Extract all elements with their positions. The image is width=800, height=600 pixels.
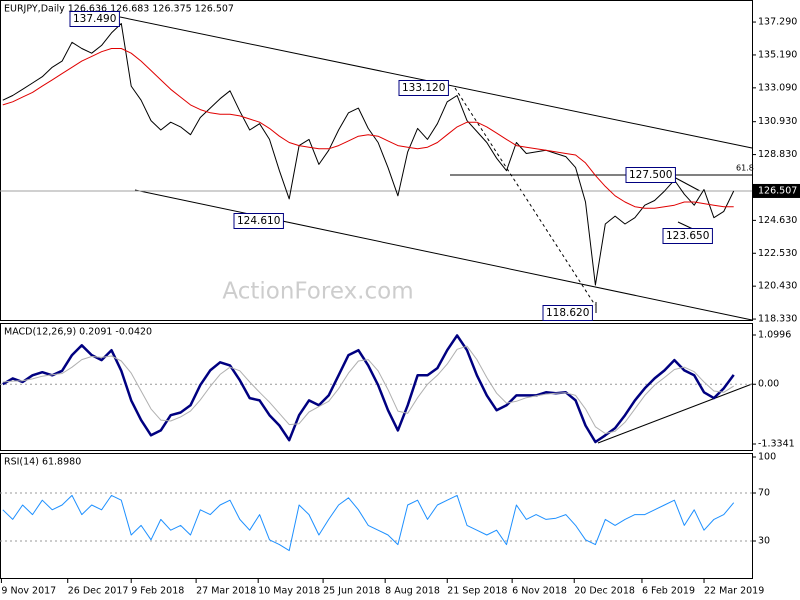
y-tick-label: 0.00 [758, 379, 779, 390]
panel-title: RSI(14) 61.8980 [4, 457, 81, 468]
panel-title: MACD(12,26,9) 0.2091 -0.0420 [4, 327, 152, 338]
macd-panel [0, 323, 753, 451]
annotation: 61.8 [736, 164, 754, 173]
annotation: 137.490 [73, 13, 116, 25]
x-tick-label: 27 Mar 2018 [196, 586, 256, 597]
y-tick-label: 30 [758, 536, 770, 547]
rsi-panel [0, 453, 753, 579]
y-tick-label: 124.630 [758, 215, 797, 226]
series-line [2, 494, 735, 552]
annotation-box [662, 228, 713, 244]
x-tick-label: 20 Dec 2018 [574, 586, 635, 597]
annotation: 123.650 [666, 230, 709, 242]
x-tick-label: 22 Mar 2019 [704, 586, 764, 597]
last-price-box [753, 183, 800, 198]
watermark: ActionForex.com [222, 279, 413, 305]
macd-trend-line [597, 383, 753, 444]
series-line [2, 334, 735, 444]
x-tick-label: 8 Aug 2018 [385, 586, 440, 597]
fib-line [454, 87, 596, 306]
channel-lower [134, 189, 753, 321]
y-tick-label: 135.190 [758, 49, 797, 60]
annotation-box [69, 11, 120, 27]
annotation: 118.620 [546, 307, 589, 319]
y-tick-label: 70 [758, 488, 770, 499]
y-tick-label: 1.0996 [758, 330, 791, 341]
x-tick-label: 26 Dec 2017 [68, 586, 129, 597]
y-tick-label: 122.530 [758, 248, 797, 259]
x-tick-label: 21 Sep 2018 [447, 586, 507, 597]
y-tick-label: 100 [758, 452, 776, 463]
x-tick-label: 6 Feb 2019 [642, 586, 695, 597]
annotation: 124.610 [237, 215, 280, 227]
annotation-box [542, 305, 593, 321]
series-line [2, 23, 735, 286]
y-tick-label: 137.290 [758, 17, 797, 28]
x-tick-label: 10 May 2018 [258, 586, 320, 597]
annotation-box [398, 80, 449, 96]
y-tick-label: 118.330 [758, 314, 797, 325]
y-tick-label: 130.930 [758, 116, 797, 127]
annotation: 127.500 [629, 169, 672, 181]
y-tick-label: 120.430 [758, 281, 797, 292]
series-line [2, 345, 734, 434]
price-panel [0, 0, 753, 321]
y-tick-label: 128.830 [758, 149, 797, 160]
annotation-box [625, 167, 676, 183]
x-tick-label: 9 Feb 2018 [131, 586, 184, 597]
panel-title: EURJPY,Daily 126.636 126.683 126.375 126… [4, 4, 234, 15]
x-tick-label: 9 Nov 2017 [1, 586, 56, 597]
annotation: 133.120 [402, 82, 445, 94]
trend-lines [119, 16, 753, 444]
annotation-box [233, 213, 284, 229]
last-price-label: 126.507 [758, 185, 797, 196]
x-tick-label: 25 Jun 2018 [323, 586, 380, 597]
y-tick-label: 133.090 [758, 82, 797, 93]
wedge-upper [671, 175, 701, 192]
x-tick-label: 6 Nov 2018 [512, 586, 567, 597]
series-line [2, 48, 734, 209]
y-tick-label: -1.3341 [758, 439, 795, 450]
